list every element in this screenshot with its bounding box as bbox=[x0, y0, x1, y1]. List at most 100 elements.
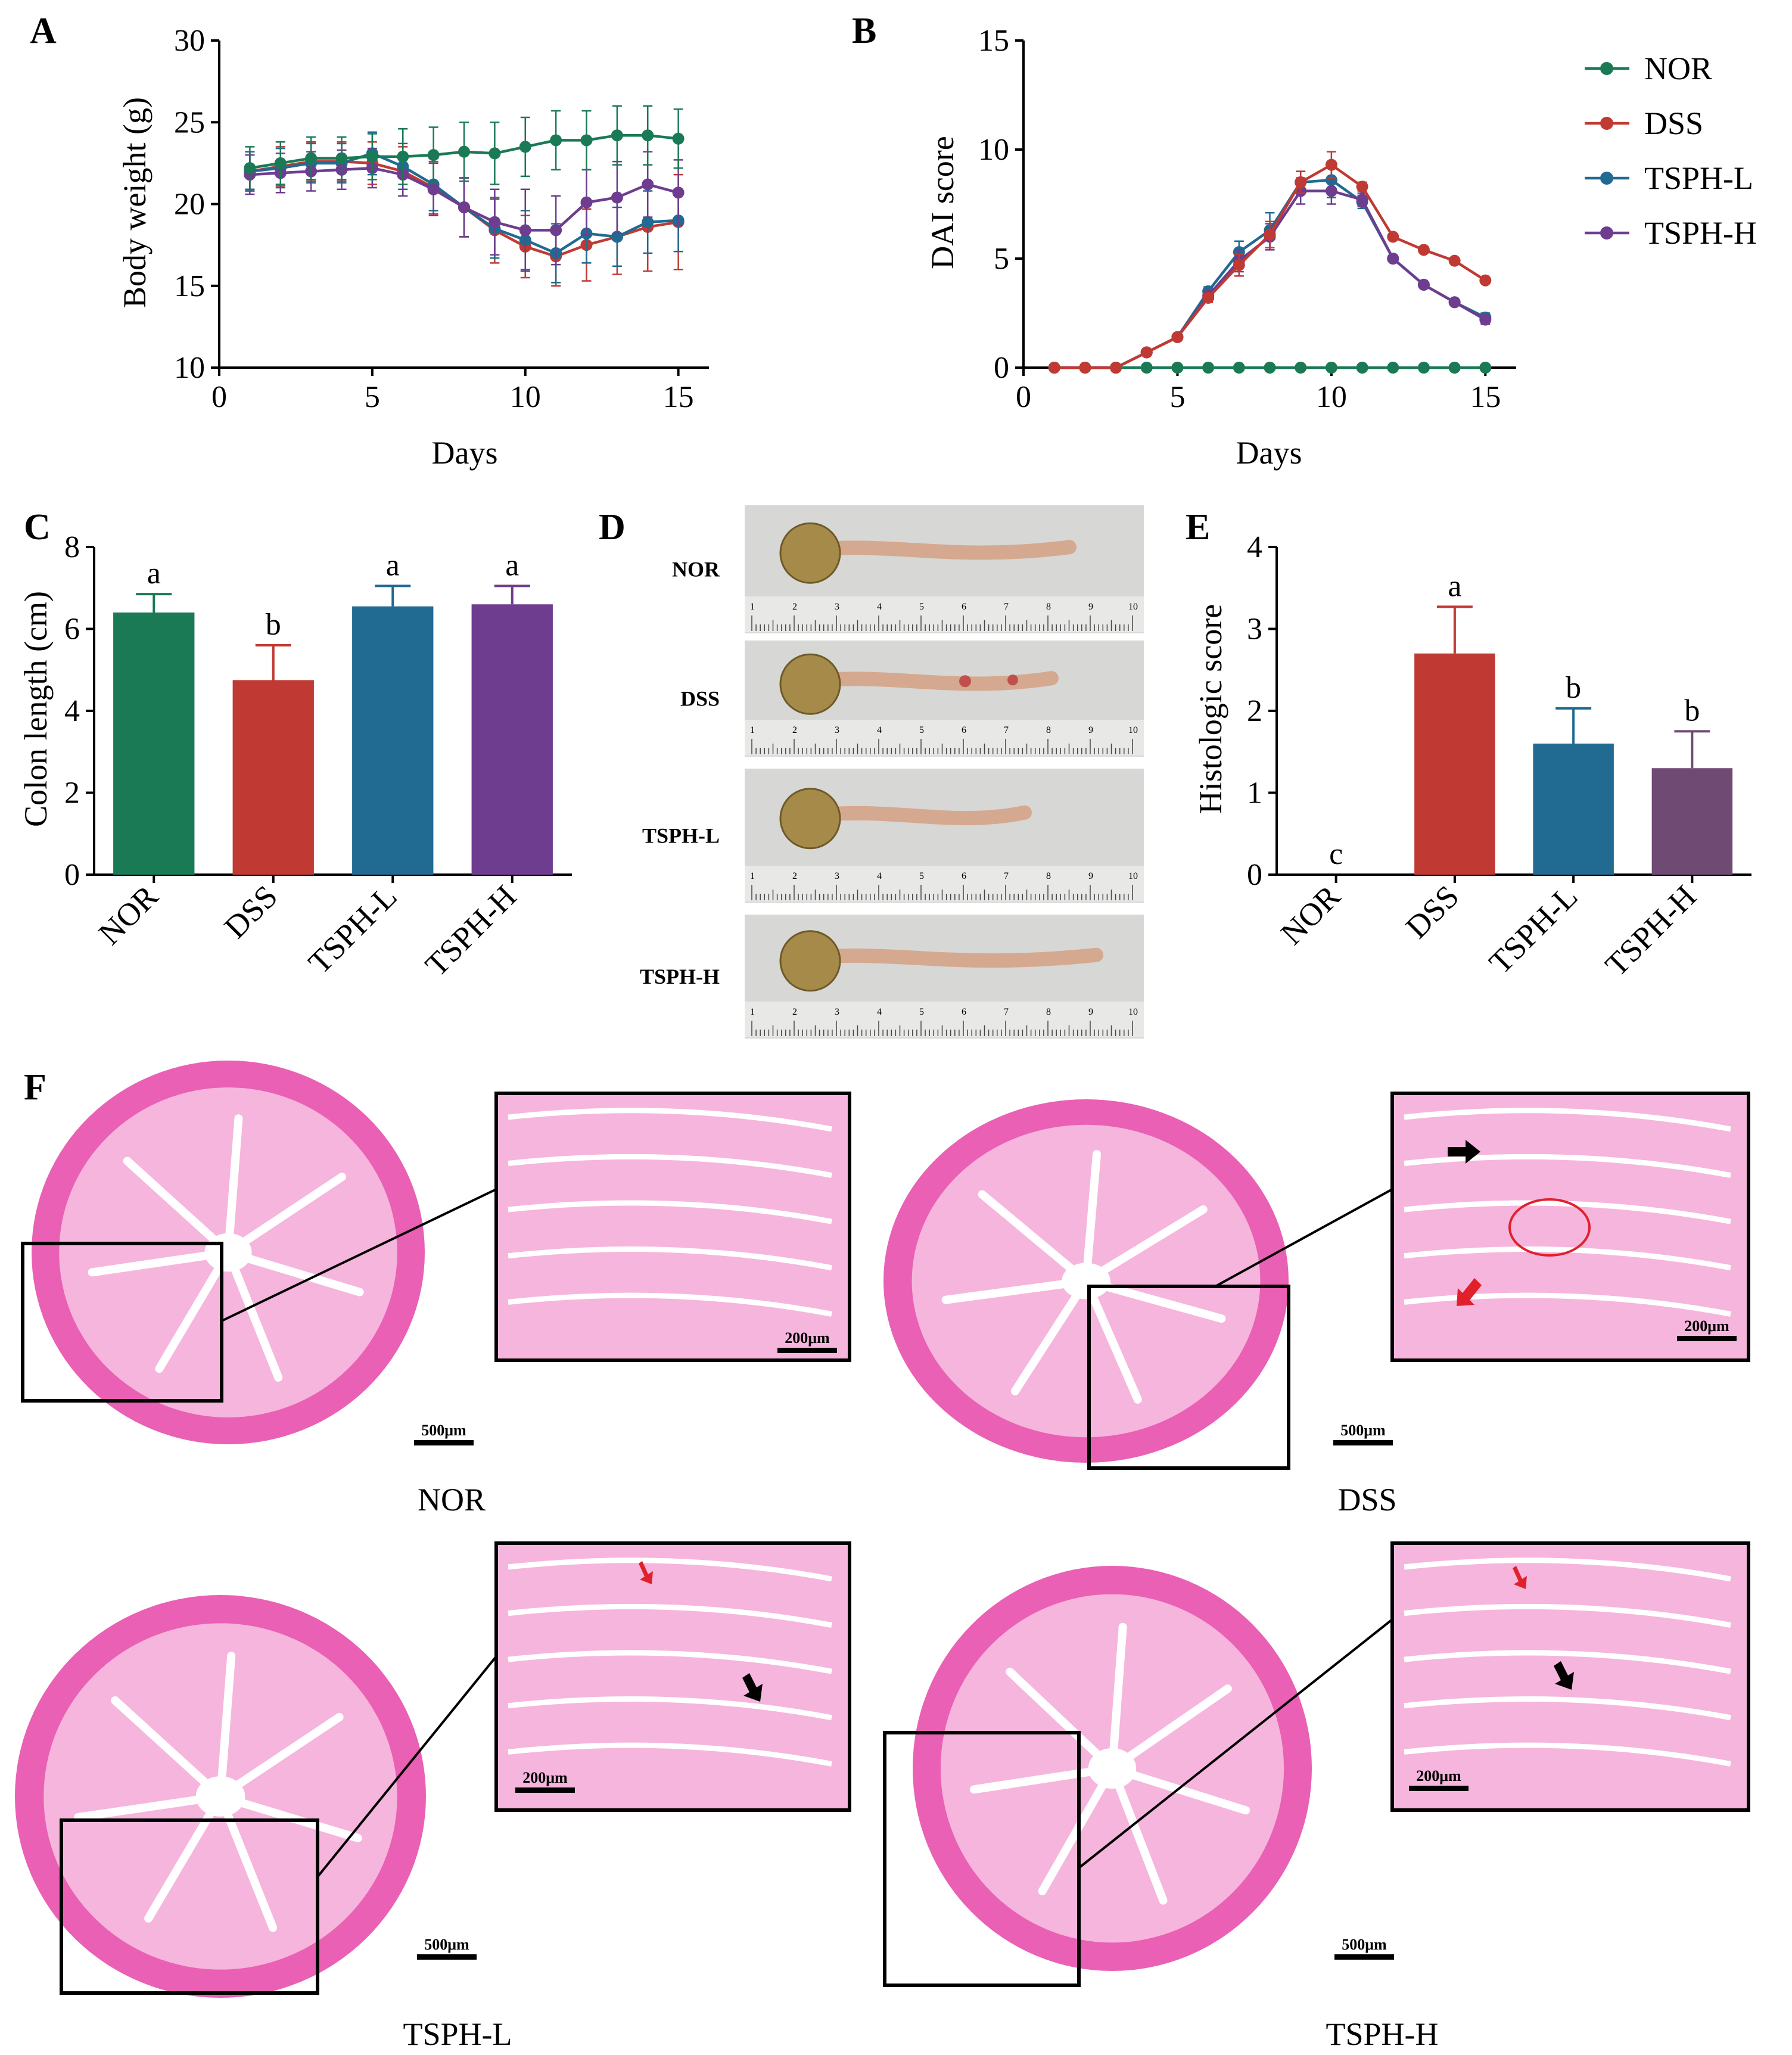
tsph-l-roi-box bbox=[60, 1818, 319, 1995]
nor-zoom-crypt bbox=[508, 1154, 832, 1179]
cecum bbox=[779, 653, 841, 715]
tsph-h-section-lumen-branch bbox=[1006, 1667, 1116, 1773]
colon-photo-label: TSPH-H bbox=[640, 965, 720, 988]
data-point-nor bbox=[1387, 362, 1399, 374]
panel-f-histology: 200μm 500μm NOR 200μm 500μm DSS 200μm 500μm TSPH… bbox=[15, 1061, 1750, 2052]
ruler-number: 8 bbox=[1046, 602, 1051, 612]
ruler-number: 2 bbox=[792, 602, 797, 612]
ruler-number: 4 bbox=[877, 871, 882, 881]
ruler-number: 10 bbox=[1128, 871, 1138, 881]
data-point-tsph-h bbox=[550, 224, 562, 237]
x-tick-label: 10 bbox=[1316, 380, 1347, 414]
data-point-nor bbox=[1325, 362, 1337, 374]
data-point-nor bbox=[580, 134, 593, 147]
data-point-dss bbox=[1295, 176, 1307, 188]
y-tick-label: 0 bbox=[64, 858, 80, 892]
data-point-dss bbox=[1417, 244, 1430, 256]
y-tick-label: 3 bbox=[1247, 613, 1262, 646]
tsph-l-section-lumen-branch bbox=[216, 1712, 344, 1801]
data-point-nor bbox=[1479, 362, 1492, 374]
nor-roi-box bbox=[21, 1242, 223, 1403]
x-tick-label: 5 bbox=[1169, 380, 1185, 414]
tsph-h-section-lumen-branch bbox=[1108, 1684, 1232, 1773]
ruler-number: 3 bbox=[835, 602, 839, 612]
dss-zoom-crypt bbox=[1404, 1108, 1731, 1132]
colon-tissue bbox=[803, 805, 1032, 826]
ruler-number: 3 bbox=[835, 871, 839, 881]
chart-b-legend: NOR DSS TSPH-L TSPH-H bbox=[1585, 51, 1757, 251]
histology-group-label: NOR bbox=[418, 1482, 486, 1518]
scale-bar bbox=[1409, 1786, 1469, 1791]
x-tick-label: TSPH-H bbox=[418, 878, 523, 983]
data-point-nor bbox=[1448, 362, 1461, 374]
x-tick-label: TSPH-L bbox=[1482, 878, 1585, 981]
significance-letter: b bbox=[266, 608, 281, 642]
y-tick-label: 10 bbox=[978, 133, 1009, 167]
y-tick-label: 6 bbox=[64, 613, 80, 646]
dss-section-lumen-branch bbox=[1082, 1150, 1101, 1285]
data-point-nor bbox=[519, 141, 531, 153]
bar-tsph-h bbox=[1651, 768, 1733, 875]
scale-bar-label: 200μm bbox=[1684, 1317, 1729, 1335]
x-tick-label: DSS bbox=[217, 878, 284, 945]
data-point-dss bbox=[1171, 331, 1184, 343]
bar-tsph-h bbox=[471, 604, 553, 875]
tsph-l-black-arrow-icon bbox=[742, 1673, 763, 1702]
colon-tissue bbox=[803, 540, 1077, 560]
ruler-number: 5 bbox=[919, 871, 924, 881]
data-point-nor bbox=[305, 152, 318, 164]
colon-photo-label: NOR bbox=[672, 558, 720, 582]
ruler-number: 7 bbox=[1004, 602, 1009, 612]
significance-letter: a bbox=[386, 548, 400, 582]
ruler-number: 3 bbox=[835, 725, 839, 735]
histology-group-label: DSS bbox=[1337, 1482, 1396, 1518]
x-tick-label: TSPH-H bbox=[1598, 878, 1703, 983]
series-line-tsph-l bbox=[1054, 178, 1486, 369]
scale-bar-label: 500μm bbox=[1340, 1422, 1386, 1439]
ruler-number: 7 bbox=[1004, 725, 1009, 735]
ruler-number: 8 bbox=[1046, 725, 1051, 735]
ruler bbox=[745, 866, 1144, 901]
chart-e-histologic-score: Histologic score 0 1 2 3 4 c NOR a DSS b TSPH-L b TS… bbox=[1193, 530, 1751, 983]
data-point-dss bbox=[1110, 362, 1122, 374]
series-line-dss bbox=[1054, 163, 1486, 369]
y-tick-label: 10 bbox=[174, 351, 205, 385]
colon-tissue bbox=[803, 947, 1103, 968]
bar-tsph-l bbox=[1533, 744, 1614, 875]
dss-zoom-panel bbox=[1390, 1092, 1750, 1362]
scale-bar bbox=[414, 1440, 474, 1445]
data-point-tsph-l bbox=[642, 216, 654, 228]
data-point-tsph-h bbox=[642, 178, 654, 191]
nor-section-lumen-branch bbox=[224, 1248, 283, 1382]
cecum bbox=[779, 930, 841, 992]
chart-a-ylabel: Body weight (g) bbox=[117, 97, 153, 308]
tsph-h-section-lumen-branch bbox=[1108, 1622, 1127, 1773]
ruler-number: 1 bbox=[750, 1007, 755, 1017]
data-point-tsph-h bbox=[458, 201, 470, 213]
tsph-h-zoom-crypt bbox=[1404, 1650, 1731, 1674]
tsph-l-zoom-crypt bbox=[508, 1742, 832, 1767]
dss-zoom-crypt bbox=[1404, 1292, 1731, 1317]
tsph-h-zoom-connector bbox=[1078, 1618, 1393, 1869]
data-point-nor bbox=[1233, 362, 1245, 374]
ruler-number: 7 bbox=[1004, 871, 1009, 881]
data-point-nor bbox=[1264, 362, 1276, 374]
nor-zoom-crypt bbox=[508, 1200, 832, 1224]
tsph-h-zoom-crypt bbox=[1404, 1742, 1731, 1767]
data-point-dss bbox=[1479, 274, 1492, 287]
data-point-nor bbox=[366, 150, 378, 163]
nor-zoom-connector bbox=[221, 1188, 497, 1322]
x-tick-label: TSPH-L bbox=[301, 878, 404, 981]
dss-section-lumen-branch bbox=[1082, 1205, 1208, 1285]
legend-label-tsph-l: TSPH-L bbox=[1644, 160, 1753, 196]
y-tick-label: 8 bbox=[64, 530, 80, 564]
scale-bar bbox=[1333, 1440, 1393, 1445]
ruler-number: 1 bbox=[750, 602, 755, 612]
x-tick-label: 15 bbox=[1470, 380, 1501, 414]
nor-section-lumen bbox=[204, 1233, 252, 1272]
dss-zoom-crypt bbox=[1404, 1246, 1731, 1271]
chart-e-ylabel: Histologic score bbox=[1193, 604, 1228, 814]
ruler-number: 10 bbox=[1128, 602, 1138, 612]
data-point-dss bbox=[1325, 158, 1337, 171]
